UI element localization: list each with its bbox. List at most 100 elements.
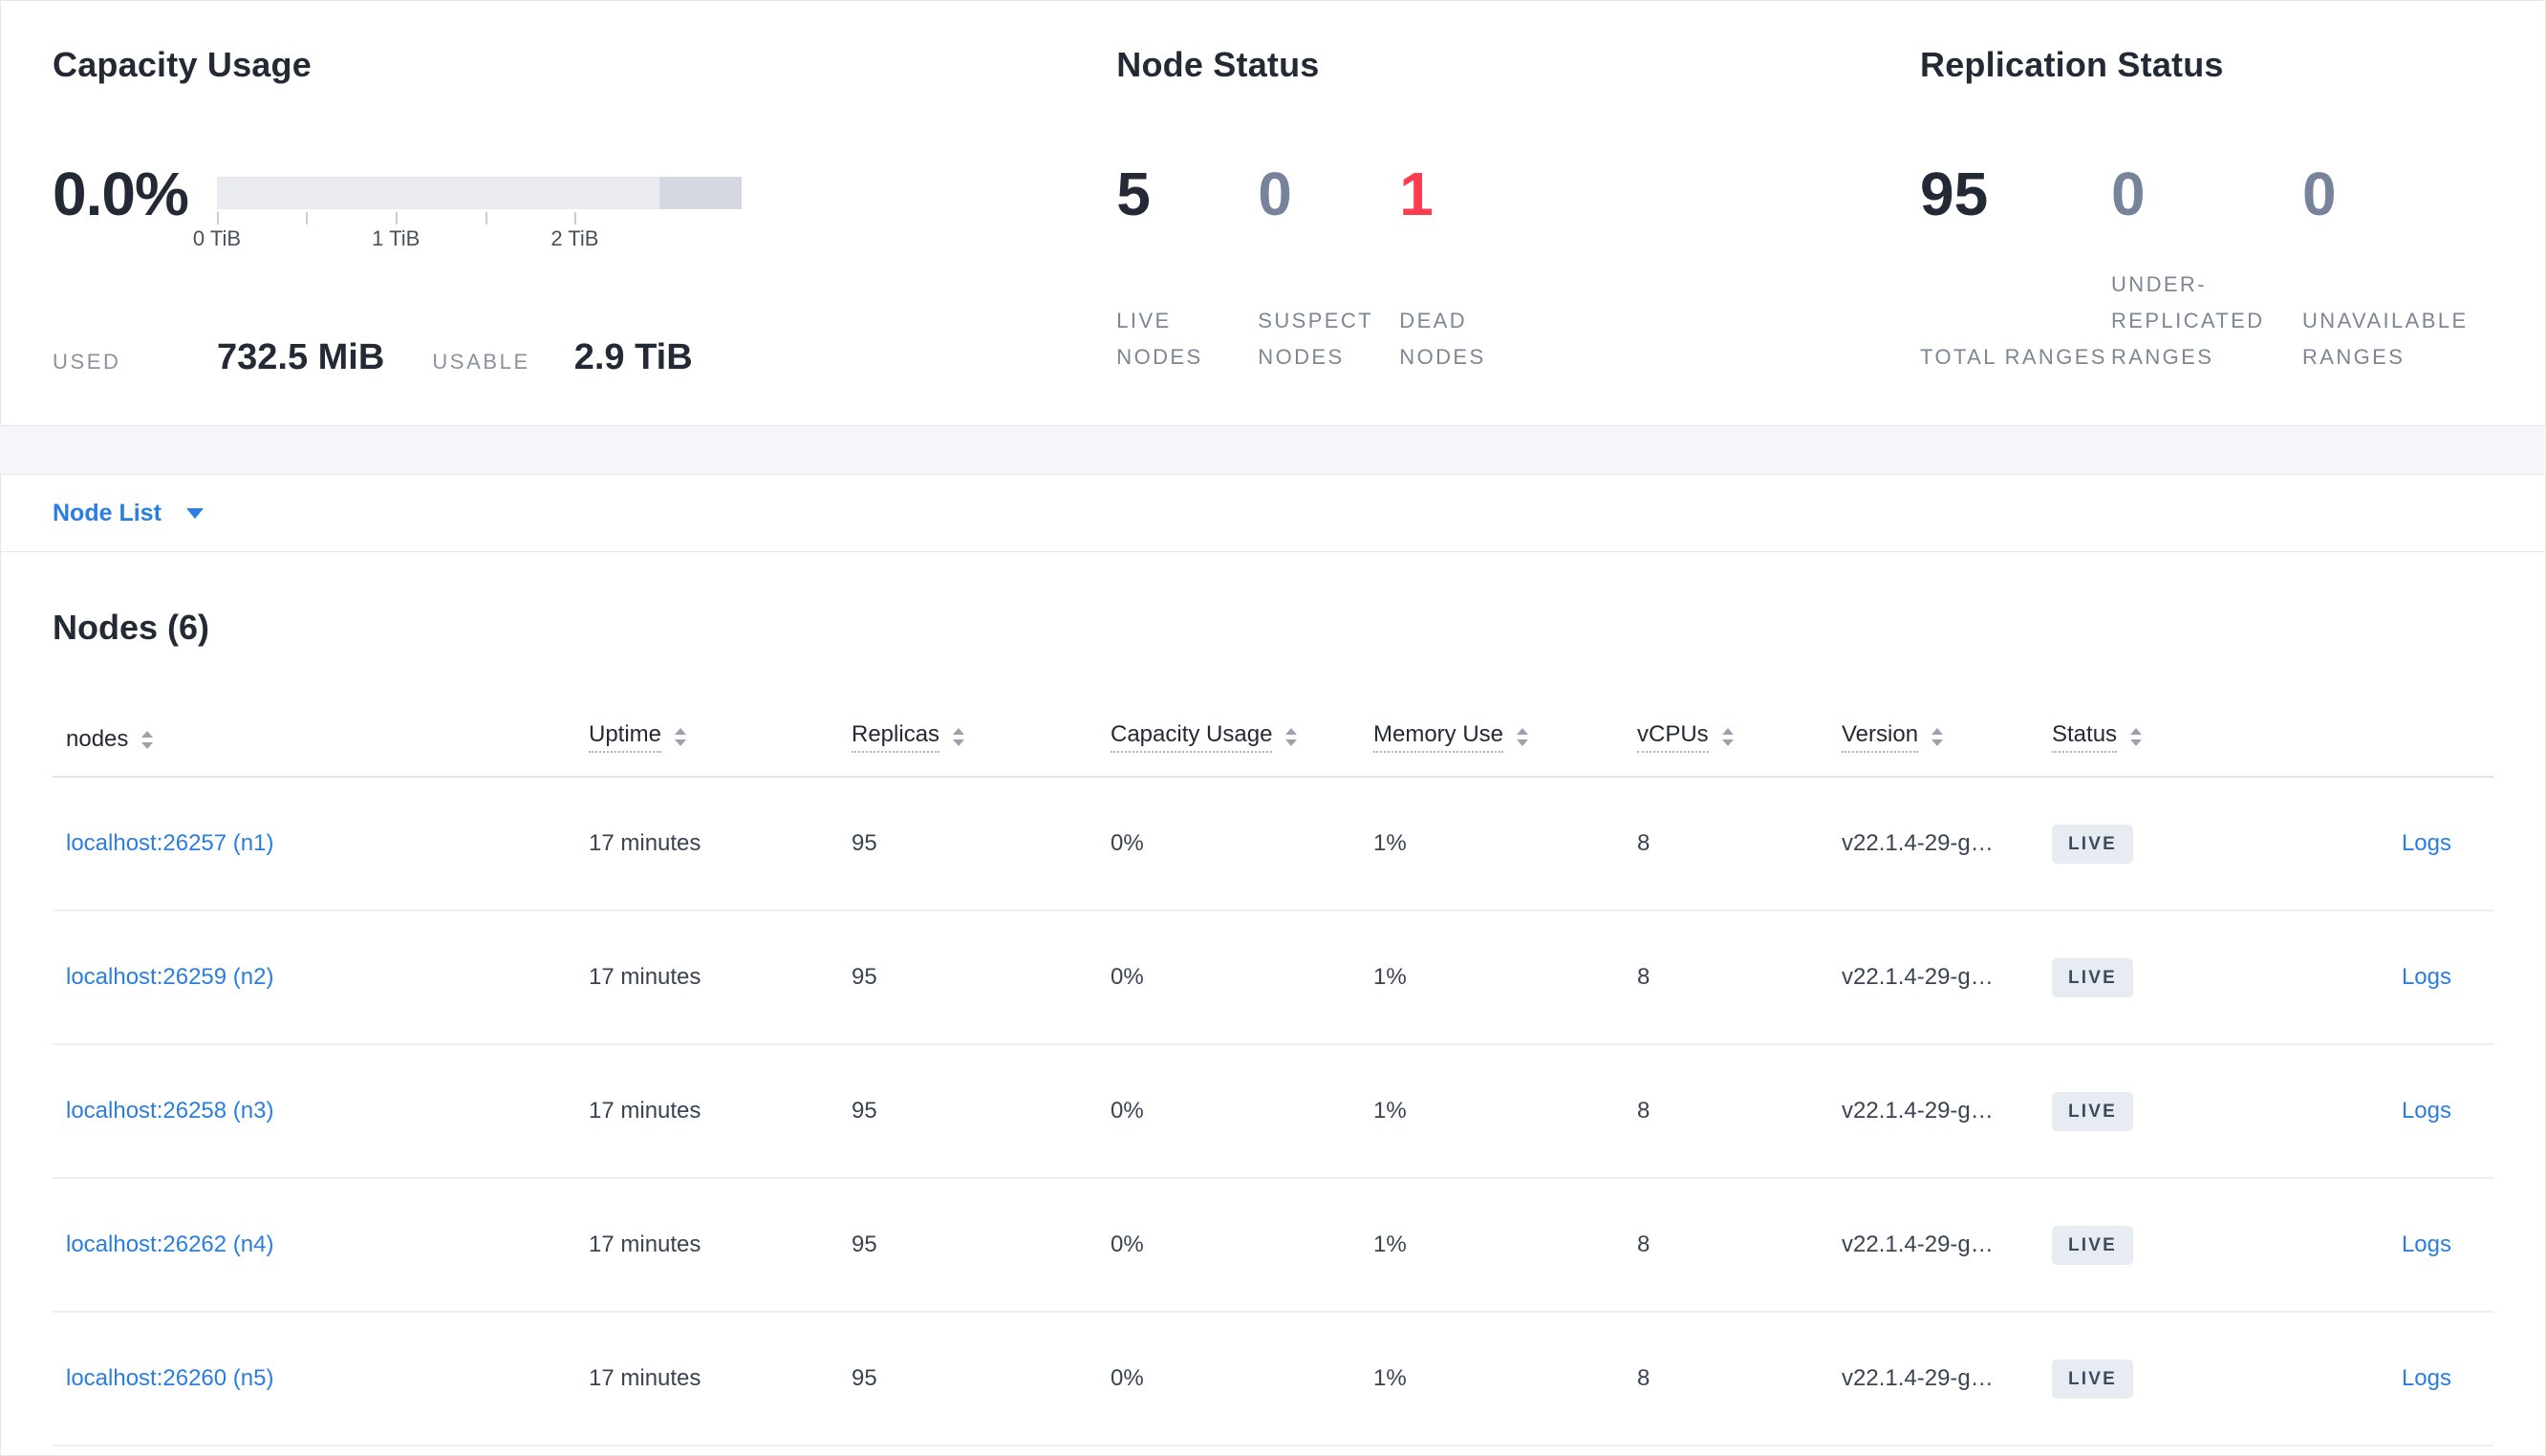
stat-under-replicated-ranges: 0 UNDER-REPLICATED RANGES [2111, 163, 2302, 375]
cell-status: LIVE [2039, 1044, 2268, 1179]
gauge-tick [485, 212, 488, 225]
node-link[interactable]: localhost:26258 (n3) [66, 1098, 274, 1124]
stat-dead-nodes: 1 DEAD NODES [1399, 163, 1541, 375]
cell-capacity-usage: 0% [1097, 1178, 1360, 1313]
cell-capacity-usage: 0% [1097, 1044, 1360, 1179]
status-badge: LIVE [2052, 957, 2134, 997]
cell-capacity-usage: 0% [1097, 1312, 1360, 1446]
column-header-nodes[interactable]: nodes [53, 698, 575, 778]
column-label: vCPUs [1637, 721, 1709, 753]
status-badge: LIVE [2052, 824, 2134, 864]
status-badge: LIVE [2052, 1225, 2134, 1265]
column-label: Memory Use [1373, 721, 1504, 753]
gauge-tick-label: 1 TiB [372, 226, 421, 250]
cell-status: LIVE [2039, 910, 2268, 1045]
node-link[interactable]: localhost:26259 (n2) [66, 964, 274, 990]
cell-memory-use: 1% [1360, 910, 1624, 1045]
logs-link[interactable]: Logs [2401, 830, 2451, 856]
nodes-title: Nodes (6) [53, 608, 210, 647]
stat-label: UNDER-REPLICATED RANGES [2111, 272, 2265, 369]
capacity-gauge-ticks [217, 209, 742, 226]
node-list-dropdown[interactable]: Node List [53, 500, 204, 527]
stat-label: DEAD NODES [1399, 309, 1486, 369]
stat-live-nodes: 5 LIVE NODES [1116, 163, 1258, 375]
caret-down-icon [185, 507, 204, 519]
cell-vcpus: 8 [1624, 1312, 1828, 1446]
sort-icon [1517, 728, 1529, 746]
node-link[interactable]: localhost:26262 (n4) [66, 1231, 274, 1257]
column-label: Uptime [589, 721, 662, 753]
cell-status: LIVE [2039, 1178, 2268, 1313]
cell-status: LIVE [2039, 1312, 2268, 1446]
stat-value: 5 [1116, 160, 1151, 228]
table-row: localhost:26260 (n5) 17 minutes 95 0% 1%… [53, 1312, 2493, 1446]
cluster-summary-card: Capacity Usage 0.0% 0 TiB 1 TiB 2 TiB [0, 0, 2546, 426]
logs-link[interactable]: Logs [2401, 1231, 2451, 1257]
column-label: Capacity Usage [1111, 721, 1273, 753]
nodes-panel: Nodes (6) nodes Uptime Replicas Capacity… [0, 552, 2546, 1456]
cell-uptime: 17 minutes [575, 1178, 838, 1313]
cell-logs: Logs [2268, 777, 2493, 911]
replication-status-panel: Replication Status 95 TOTAL RANGES 0 UND… [1920, 43, 2493, 425]
gauge-tick [574, 212, 577, 225]
used-value: 732.5 MiB [217, 337, 385, 377]
cell-replicas: 95 [838, 1178, 1097, 1313]
cell-vcpus: 8 [1624, 910, 1828, 1045]
stat-label: UNAVAILABLE RANGES [2302, 309, 2469, 369]
cell-node: localhost:26260 (n5) [53, 1312, 575, 1446]
column-header-logs [2268, 698, 2493, 778]
column-header-replicas[interactable]: Replicas [838, 698, 1097, 778]
cell-version: v22.1.4-29-g… [1828, 910, 2039, 1045]
column-header-status[interactable]: Status [2039, 698, 2268, 778]
node-status-title: Node Status [1116, 45, 1320, 84]
cell-memory-use: 1% [1360, 1044, 1624, 1179]
stat-label: SUSPECT NODES [1258, 309, 1373, 369]
stat-label: LIVE NODES [1116, 309, 1203, 369]
column-header-uptime[interactable]: Uptime [575, 698, 838, 778]
cell-capacity-usage: 0% [1097, 777, 1360, 911]
logs-link[interactable]: Logs [2401, 1365, 2451, 1391]
cell-node: localhost:26262 (n4) [53, 1178, 575, 1313]
sort-icon [953, 728, 965, 746]
cell-logs: Logs [2268, 910, 2493, 1045]
view-selector-bar: Node List [0, 474, 2546, 552]
capacity-usage-title: Capacity Usage [53, 45, 312, 84]
cell-memory-use: 1% [1360, 777, 1624, 911]
gauge-tick-label: 2 TiB [550, 226, 599, 250]
column-header-vcpus[interactable]: vCPUs [1624, 698, 1828, 778]
sort-icon [675, 728, 687, 746]
cell-uptime: 17 minutes [575, 777, 838, 911]
cell-replicas: 95 [838, 910, 1097, 1045]
capacity-used-row: USED 732.5 MiB USABLE 2.9 TiB [53, 337, 1116, 378]
node-link[interactable]: localhost:26260 (n5) [66, 1365, 274, 1391]
status-badge: LIVE [2052, 1359, 2134, 1399]
column-label: Replicas [852, 721, 940, 753]
cell-logs: Logs [2268, 1044, 2493, 1179]
column-header-capacity-usage[interactable]: Capacity Usage [1097, 698, 1360, 778]
cell-vcpus: 8 [1624, 1178, 1828, 1313]
stat-total-ranges: 95 TOTAL RANGES [1920, 163, 2111, 375]
column-header-version[interactable]: Version [1828, 698, 2039, 778]
capacity-gauge: 0 TiB 1 TiB 2 TiB [193, 163, 742, 253]
stat-value: 0 [1258, 160, 1292, 228]
usable-value: 2.9 TiB [573, 337, 693, 377]
cell-vcpus: 8 [1624, 1044, 1828, 1179]
status-badge: LIVE [2052, 1091, 2134, 1131]
capacity-gauge-row: 0.0% 0 TiB 1 TiB 2 TiB [53, 163, 1116, 253]
cell-version: v22.1.4-29-g… [1828, 1044, 2039, 1179]
node-list-dropdown-label: Node List [53, 499, 162, 526]
gauge-tick [217, 212, 219, 225]
cell-node: localhost:26258 (n3) [53, 1044, 575, 1179]
column-header-memory-use[interactable]: Memory Use [1360, 698, 1624, 778]
sort-icon [141, 730, 154, 749]
cell-node: localhost:26259 (n2) [53, 910, 575, 1045]
node-link[interactable]: localhost:26257 (n1) [66, 830, 274, 856]
sort-icon [1721, 728, 1734, 746]
logs-link[interactable]: Logs [2401, 964, 2451, 990]
table-row: localhost:26258 (n3) 17 minutes 95 0% 1%… [53, 1044, 2493, 1179]
cell-uptime: 17 minutes [575, 1312, 838, 1446]
cell-replicas: 95 [838, 1044, 1097, 1179]
stat-value: 1 [1399, 160, 1434, 228]
logs-link[interactable]: Logs [2401, 1098, 2451, 1124]
used-label: USED [53, 350, 121, 374]
